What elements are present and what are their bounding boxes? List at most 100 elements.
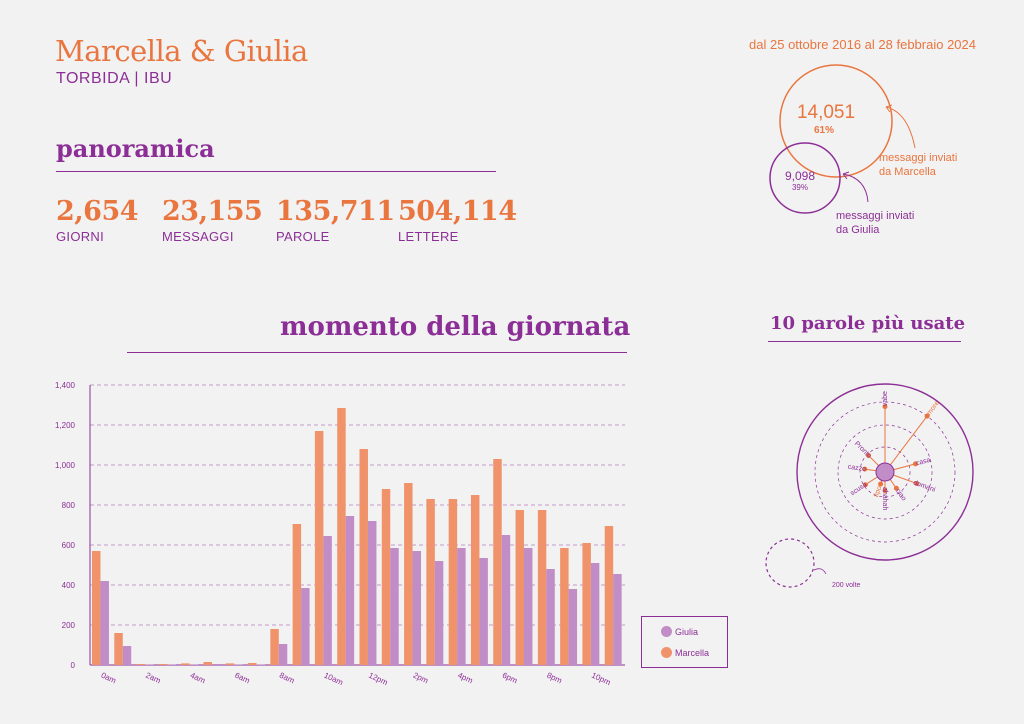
- x-tick-label: 6am: [233, 671, 251, 686]
- word-dot: [893, 485, 899, 491]
- y-tick-label: 1,000: [55, 461, 76, 470]
- giulia-circle: [769, 142, 841, 214]
- bar-giulia: [412, 551, 422, 665]
- x-tick-label: 8am: [278, 671, 296, 686]
- top-words-divider: [768, 341, 961, 342]
- bar-giulia: [590, 563, 600, 665]
- legend-label: Marcella: [675, 648, 710, 658]
- y-tick-label: 400: [62, 581, 76, 590]
- bar-marcella: [114, 633, 123, 665]
- bar-marcella: [314, 431, 324, 665]
- word-dot: [866, 453, 872, 459]
- y-tick-label: 1,200: [55, 421, 76, 430]
- y-tick-label: 800: [62, 501, 76, 510]
- x-tick-label: 8pm: [545, 671, 563, 686]
- bar-giulia: [278, 644, 288, 665]
- stat-letters: 504,114 LETTERE: [398, 196, 517, 244]
- bar-giulia: [145, 664, 154, 665]
- bar-giulia: [211, 664, 221, 665]
- x-tick-label: 2pm: [412, 671, 430, 686]
- bar-marcella: [404, 483, 413, 665]
- bar-giulia: [568, 589, 578, 665]
- bar-marcella: [515, 510, 525, 665]
- word-label: casa: [915, 457, 931, 468]
- word-label: amore: [923, 400, 941, 420]
- stat-value: 504,114: [398, 196, 517, 227]
- bar-marcella: [448, 499, 458, 665]
- y-tick-label: 0: [71, 661, 76, 670]
- scale-label: 200 volte: [832, 582, 861, 589]
- bar-giulia: [457, 548, 466, 665]
- bar-giulia: [367, 521, 377, 665]
- word-label: scusa: [849, 481, 868, 497]
- legend-item-marcella: Marcella: [661, 647, 710, 658]
- scale-circle: [765, 538, 815, 588]
- x-tick-label: 2am: [144, 671, 162, 686]
- bar-giulia: [301, 588, 310, 665]
- giulia-arrowhead-icon: [842, 171, 850, 180]
- x-tick-label: 4pm: [456, 671, 474, 686]
- marcella-label-line1: messaggi inviati: [879, 152, 957, 164]
- giulia-pointer-arrow: [842, 173, 869, 203]
- radial-scale-ring: [814, 401, 956, 543]
- radial-scale-ring: [859, 446, 911, 498]
- stat-days: 2,654 GIORNI: [56, 196, 139, 244]
- giulia-percent: 39%: [792, 183, 808, 192]
- bar-giulia: [546, 569, 555, 665]
- overview-divider: [56, 171, 496, 172]
- word-dot: [914, 481, 920, 487]
- giulia-count: 9,098: [785, 169, 815, 183]
- time-of-day-divider: [127, 352, 627, 353]
- word-dot: [878, 481, 884, 487]
- word-dot: [912, 461, 918, 467]
- legend-item-giulia: Giulia: [661, 626, 699, 637]
- word-label: vabe: [882, 391, 889, 406]
- legend-label: Giulia: [675, 627, 699, 637]
- x-tick-label: 10am: [323, 671, 345, 688]
- marcella-percent: 61%: [814, 125, 834, 136]
- bar-giulia: [345, 516, 355, 665]
- bar-marcella: [292, 524, 302, 665]
- stat-label: PAROLE: [276, 229, 330, 244]
- word-label: ahahah: [881, 487, 888, 510]
- x-tick-label: 0am: [100, 671, 118, 686]
- bar-giulia: [434, 561, 444, 665]
- bar-giulia: [234, 664, 243, 665]
- bar-giulia: [167, 664, 176, 665]
- stat-label: LETTERE: [398, 229, 459, 244]
- bar-giulia: [524, 548, 533, 665]
- x-tick-label: 6pm: [501, 671, 519, 686]
- word-dot: [882, 404, 888, 410]
- stat-value: 23,155: [162, 196, 263, 227]
- bar-giulia: [479, 558, 488, 665]
- marcella-pointer-arrow: [885, 106, 916, 149]
- overview-title: panoramica: [56, 134, 215, 163]
- bar-marcella: [248, 663, 257, 665]
- bar-giulia: [323, 536, 332, 665]
- bar-giulia: [256, 664, 265, 665]
- word-dot: [924, 413, 930, 419]
- bar-marcella: [203, 662, 212, 665]
- date-range: dal 25 ottobre 2016 al 28 febbraio 2024: [749, 37, 976, 52]
- bar-marcella: [181, 663, 190, 665]
- stat-value: 135,711: [276, 196, 395, 227]
- marcella-circle: [779, 64, 893, 178]
- page-title: Marcella & Giulia: [55, 34, 308, 68]
- scale-legend: 200 volte: [765, 538, 861, 589]
- word-dot: [882, 488, 888, 494]
- bar-marcella: [560, 548, 569, 665]
- x-tick-label: 12pm: [367, 671, 389, 688]
- bar-marcella: [582, 543, 591, 665]
- radial-outer-ring: [796, 383, 974, 561]
- y-tick-label: 1,400: [55, 381, 76, 390]
- word-label: cazzo: [847, 464, 866, 473]
- bar-marcella: [604, 526, 614, 665]
- top-words-title: 10 parole più usate: [770, 313, 966, 334]
- bar-marcella: [426, 499, 435, 665]
- chart-legend: Giulia Marcella: [641, 616, 728, 668]
- stat-words: 135,711 PAROLE: [276, 196, 395, 244]
- bar-marcella: [470, 495, 480, 665]
- bar-giulia: [390, 548, 399, 665]
- y-tick-label: 200: [62, 621, 76, 630]
- bar-marcella: [381, 489, 391, 665]
